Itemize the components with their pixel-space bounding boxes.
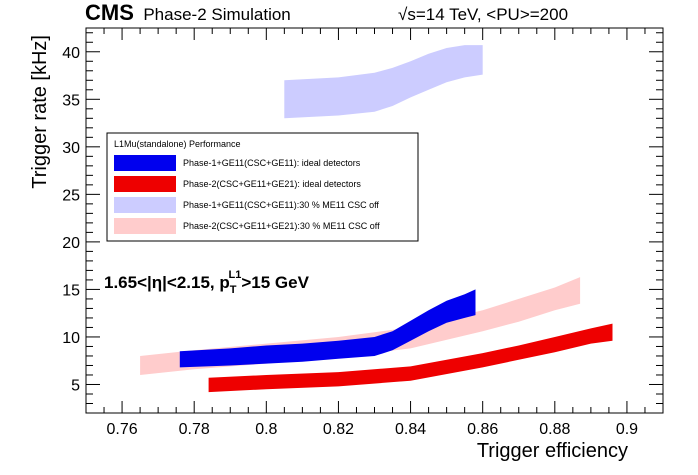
x-tick-label: 0.88 (539, 421, 570, 438)
legend-swatch-3 (114, 218, 176, 234)
x-tick-label: 0.78 (179, 421, 210, 438)
x-axis-title: Trigger efficiency (477, 440, 628, 462)
subtitle-label: Phase-2 Simulation (143, 5, 290, 24)
series-band-0 (179, 289, 476, 368)
chart-header: CMS Phase-2 Simulation (85, 0, 291, 25)
legend-swatch-1 (114, 176, 176, 192)
y-axis-title: Trigger rate [kHz] (29, 35, 51, 189)
y-tick-label: 25 (62, 187, 80, 204)
annotation-suffix: >15 GeV (241, 273, 309, 292)
sqrt-symbol: √ (398, 5, 408, 24)
x-tick-label: 0.82 (323, 421, 354, 438)
annotation-sup: L1 (229, 269, 242, 281)
legend-label-0: Phase-1+GE11(CSC+GE11): ideal detectors (183, 158, 361, 168)
energy-header: √s=14 TeV, <PU>=200 (398, 5, 568, 24)
legend: L1Mu(standalone) Performance Phase-1+GE1… (106, 132, 419, 242)
legend-swatch-2 (114, 197, 176, 213)
y-tick-label: 35 (62, 92, 80, 109)
annotation-sub: T (230, 284, 237, 296)
legend-title: L1Mu(standalone) Performance (114, 139, 241, 149)
x-tick-label: 0.9 (616, 421, 638, 438)
annotation-main: 1.65<|η|<2.15, p (104, 273, 230, 292)
x-tick-label: 0.84 (395, 421, 426, 438)
energy-label: s=14 TeV, <PU>=200 (407, 5, 568, 24)
series-band-2 (284, 45, 483, 119)
x-tick-label: 0.8 (255, 421, 277, 438)
y-tick-label: 15 (62, 282, 80, 299)
y-tick-label: 30 (62, 140, 80, 157)
y-tick-label: 20 (62, 235, 80, 252)
eta-pt-annotation: 1.65<|η|<2.15, pT L1>15 GeV (104, 269, 310, 296)
x-tick-label: 0.76 (106, 421, 137, 438)
y-tick-label: 40 (62, 45, 80, 62)
legend-label-3: Phase-2(CSC+GE11+GE21):30 % ME11 CSC off (183, 221, 380, 231)
legend-entries: Phase-1+GE11(CSC+GE11): ideal detectors P… (114, 155, 380, 234)
axes-layer: 0.76 0.78 0.8 0.82 0.84 0.86 0.88 0.9 5 10 15 20 25 3… (62, 27, 664, 438)
legend-swatch-0 (114, 155, 176, 171)
series-layer (140, 45, 613, 393)
y-tick-label: 10 (62, 330, 80, 347)
x-tick-label: 0.86 (467, 421, 498, 438)
y-tick-label: 5 (71, 377, 80, 394)
experiment-label: CMS (85, 0, 134, 25)
series-band-1 (208, 323, 613, 393)
legend-label-1: Phase-2(CSC+GE11+GE21): ideal detectors (183, 179, 361, 189)
legend-label-2: Phase-1+GE11(CSC+GE11):30 % ME11 CSC off (183, 200, 379, 210)
